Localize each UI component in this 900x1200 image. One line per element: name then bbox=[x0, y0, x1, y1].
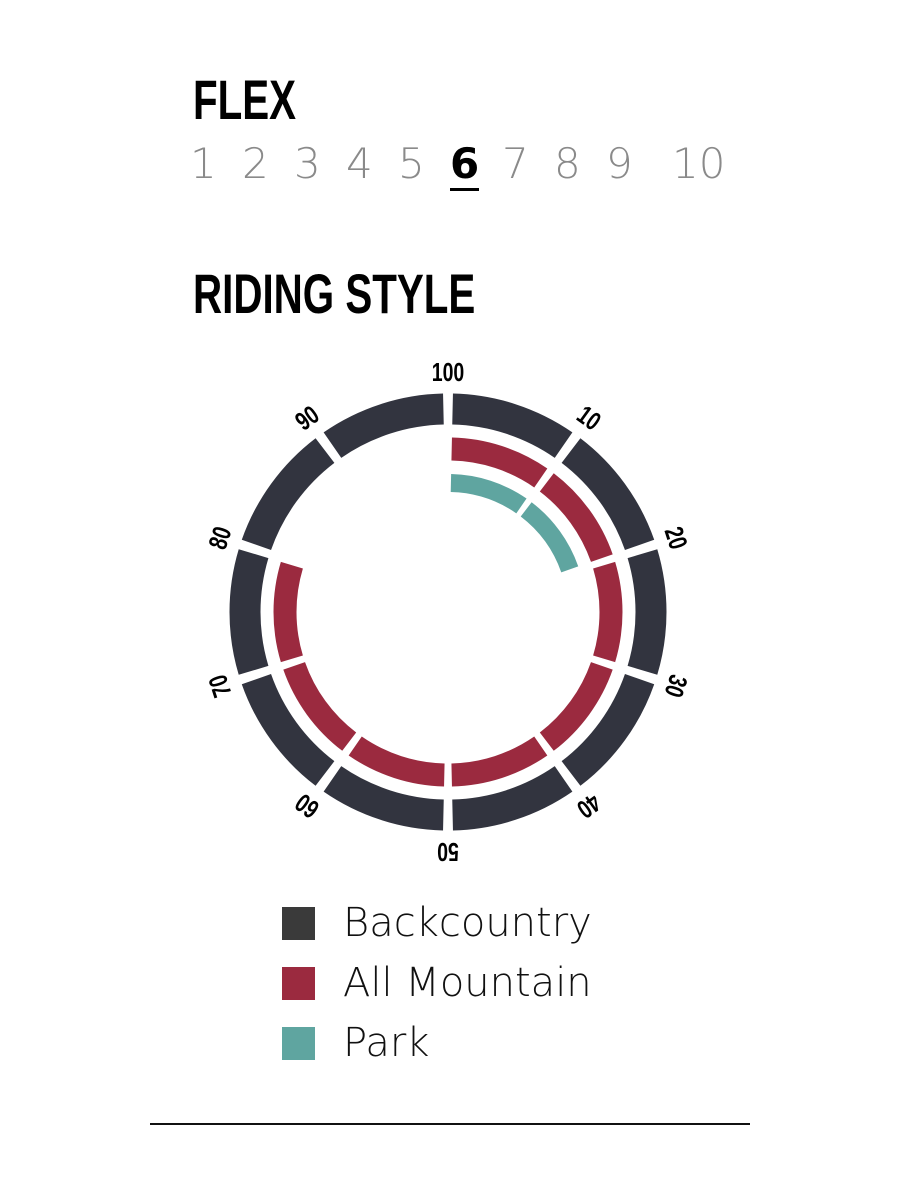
divider bbox=[150, 1123, 750, 1125]
flex-value-label: 2 bbox=[242, 139, 269, 188]
legend-item-park: Park bbox=[282, 1013, 592, 1073]
flex-value-label: 1 bbox=[190, 139, 217, 188]
arc-segment-backcountry bbox=[323, 393, 444, 458]
legend-item-backcountry: Backcountry bbox=[282, 893, 592, 953]
flex-scale: 1 2 3 4 5 6 7 8 9 10 bbox=[190, 139, 726, 191]
arc-segment-backcountry bbox=[452, 393, 573, 458]
arc-segment-backcountry bbox=[241, 673, 335, 786]
arc-segment-backcountry bbox=[561, 673, 655, 786]
arc-segment-all-mountain bbox=[283, 662, 357, 751]
flex-value-label: 4 bbox=[346, 139, 373, 188]
legend-swatch bbox=[282, 966, 315, 1000]
tick-label: 30 bbox=[659, 671, 694, 701]
flex-value-8: 8 bbox=[554, 140, 606, 188]
arc-segment-backcountry bbox=[241, 438, 335, 551]
legend: Backcountry All Mountain Park bbox=[282, 893, 592, 1073]
arc-segment-all-mountain bbox=[593, 561, 623, 663]
arc-segment-backcountry bbox=[452, 766, 573, 831]
flex-value-2: 2 bbox=[242, 140, 294, 188]
arc-segment-park bbox=[450, 474, 527, 514]
flex-value-10: 10 bbox=[672, 139, 726, 188]
arc-segment-park bbox=[520, 502, 579, 573]
tick-label: 100 bbox=[432, 357, 465, 386]
flex-value-1: 1 bbox=[190, 140, 242, 188]
legend-item-all-mountain: All Mountain bbox=[282, 953, 592, 1013]
flex-value-4: 4 bbox=[346, 140, 398, 188]
tick-label: 70 bbox=[202, 671, 237, 701]
arc-segment-all-mountain bbox=[539, 662, 613, 751]
flex-value-6: 6 bbox=[450, 139, 502, 191]
arc-segment-all-mountain bbox=[539, 473, 613, 562]
arc-segment-backcountry bbox=[561, 438, 655, 551]
legend-label: Backcountry bbox=[343, 900, 592, 946]
flex-value-label: 8 bbox=[554, 139, 581, 188]
arc-segment-backcountry bbox=[323, 766, 444, 831]
flex-title: FLEX bbox=[193, 68, 297, 131]
arc-segment-all-mountain bbox=[348, 736, 445, 787]
flex-value-label: 3 bbox=[294, 139, 321, 188]
tick-label: 20 bbox=[659, 523, 694, 553]
arc-segment-all-mountain bbox=[451, 437, 548, 488]
tick-label: 80 bbox=[202, 523, 237, 553]
flex-value-7: 7 bbox=[502, 140, 554, 188]
legend-swatch bbox=[282, 906, 315, 940]
arc-segment-all-mountain bbox=[273, 561, 303, 663]
arc-segment-backcountry bbox=[627, 549, 667, 675]
tick-label: 60 bbox=[290, 788, 325, 825]
flex-value-label: 5 bbox=[398, 139, 425, 188]
arc-segment-all-mountain bbox=[451, 736, 548, 787]
legend-label: All Mountain bbox=[343, 960, 592, 1006]
tick-label: 90 bbox=[290, 400, 325, 437]
flex-value-label: 9 bbox=[606, 139, 633, 188]
arc-segment-backcountry bbox=[229, 549, 269, 675]
tick-label: 40 bbox=[572, 788, 607, 825]
tick-label: 50 bbox=[437, 837, 459, 866]
flex-value-label: 6 bbox=[450, 139, 480, 191]
flex-value-label: 10 bbox=[672, 139, 726, 188]
flex-value-label: 7 bbox=[502, 139, 529, 188]
riding-style-title: RIDING STYLE bbox=[193, 262, 476, 325]
flex-value-9: 9 bbox=[606, 140, 658, 188]
legend-swatch bbox=[282, 1026, 315, 1060]
legend-label: Park bbox=[343, 1020, 430, 1066]
flex-value-3: 3 bbox=[294, 140, 346, 188]
flex-value-5: 5 bbox=[398, 140, 450, 188]
tick-label: 10 bbox=[572, 400, 607, 437]
